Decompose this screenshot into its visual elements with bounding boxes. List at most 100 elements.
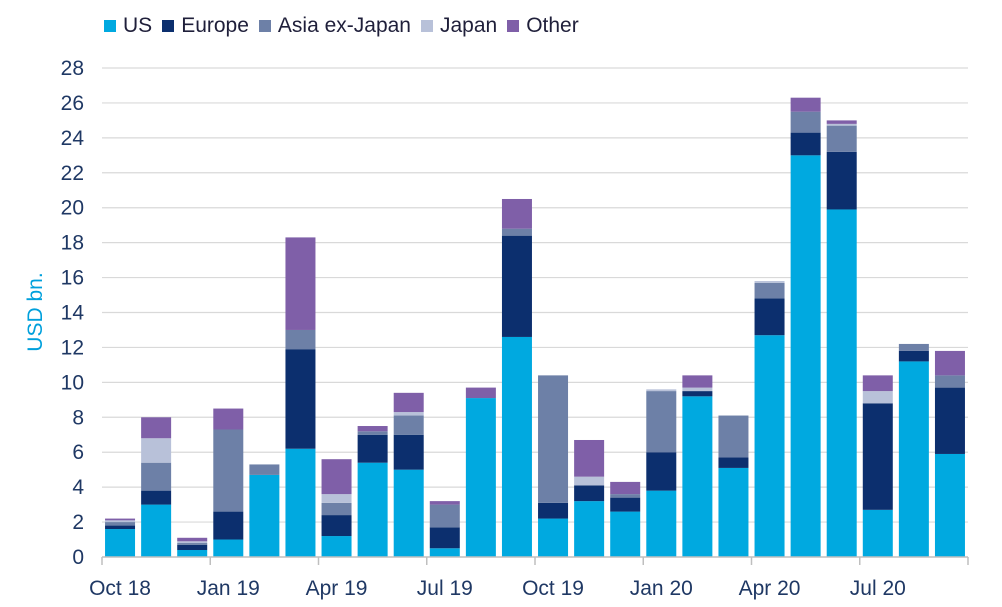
- bar-other-8: [393, 392, 424, 413]
- bar-asia-ex-japan-23: [934, 375, 965, 388]
- bar-japan-15: [646, 389, 677, 392]
- bar-other-2: [177, 537, 208, 542]
- bar-asia-ex-japan-11: [501, 228, 532, 236]
- bar-europe-22: [898, 350, 929, 362]
- legend-item-us: US: [104, 14, 152, 38]
- bar-us-15: [646, 490, 677, 557]
- legend-item-europe: Europe: [162, 14, 249, 38]
- bar-europe-3: [213, 511, 244, 540]
- y-tick-label-2: 2: [72, 511, 84, 534]
- y-tick-label-20: 20: [61, 197, 84, 220]
- bar-asia-ex-japan-7: [357, 431, 388, 435]
- x-tick-label-apr-19: Apr 19: [306, 577, 368, 600]
- y-tick-label-22: 22: [61, 162, 84, 185]
- bar-other-3: [213, 408, 244, 430]
- bar-asia-ex-japan-9: [429, 504, 460, 528]
- legend-item-asia-ex-japan: Asia ex-Japan: [258, 14, 411, 38]
- bar-asia-ex-japan-14: [610, 494, 641, 498]
- bar-us-3: [213, 539, 244, 557]
- bar-europe-11: [501, 235, 532, 337]
- bar-europe-8: [393, 434, 424, 470]
- bar-us-8: [393, 469, 424, 557]
- bar-other-9: [429, 501, 460, 505]
- bar-us-18: [754, 335, 785, 557]
- bar-europe-15: [646, 452, 677, 491]
- bar-other-11: [501, 198, 532, 229]
- x-tick-label-jul-19: Jul 19: [417, 577, 473, 600]
- bar-asia-ex-japan-22: [898, 343, 929, 351]
- bar-other-6: [321, 459, 352, 495]
- bar-other-14: [610, 481, 641, 495]
- bar-japan-18: [754, 281, 785, 283]
- x-tick-label-jul-20: Jul 20: [850, 577, 906, 600]
- bar-us-11: [501, 336, 532, 557]
- bar-us-12: [538, 518, 569, 557]
- bar-asia-ex-japan-20: [826, 125, 857, 152]
- bar-us-6: [321, 536, 352, 557]
- y-tick-label-16: 16: [61, 267, 84, 290]
- bar-us-7: [357, 462, 388, 557]
- bar-other-1: [141, 417, 172, 439]
- bar-us-10: [465, 398, 496, 557]
- x-tick-label-jan-20: Jan 20: [630, 577, 693, 600]
- bar-us-0: [105, 529, 136, 557]
- bar-us-5: [285, 448, 316, 557]
- legend-item-other: Other: [507, 14, 579, 38]
- legend-label-japan: Japan: [439, 14, 498, 37]
- x-tick-label-oct-19: Oct 19: [522, 577, 584, 600]
- bar-other-0: [105, 518, 136, 521]
- bar-japan-1: [141, 438, 172, 463]
- bar-europe-23: [934, 387, 965, 454]
- bar-us-14: [610, 511, 641, 557]
- bar-other-23: [934, 350, 965, 376]
- bar-asia-ex-japan-18: [754, 282, 785, 299]
- bar-asia-ex-japan-5: [285, 329, 316, 350]
- bar-europe-12: [538, 502, 569, 519]
- bar-us-17: [718, 467, 749, 557]
- bar-us-21: [862, 509, 893, 557]
- bar-other-7: [357, 426, 388, 432]
- bar-europe-17: [718, 457, 749, 468]
- bar-us-1: [141, 504, 172, 557]
- legend-swatch-europe: [162, 20, 175, 32]
- bar-europe-7: [357, 434, 388, 463]
- bar-other-20: [826, 120, 857, 124]
- legend-label-asia-ex-japan: Asia ex-Japan: [277, 14, 411, 37]
- bar-europe-9: [429, 527, 460, 549]
- bar-asia-ex-japan-12: [538, 375, 569, 503]
- legend-swatch-asia-ex-japan: [258, 20, 271, 32]
- legend-swatch-japan: [420, 20, 433, 32]
- y-tick-label-18: 18: [61, 232, 84, 255]
- bar-other-19: [790, 97, 821, 112]
- y-tick-label-8: 8: [72, 406, 84, 429]
- legend-swatch-other: [507, 20, 520, 32]
- bar-japan-13: [574, 476, 605, 486]
- bar-japan-21: [862, 391, 893, 404]
- x-tick-label-jan-19: Jan 19: [197, 577, 260, 600]
- bar-europe-14: [610, 497, 641, 512]
- legend-label-us: US: [123, 14, 153, 37]
- y-tick-label-24: 24: [61, 127, 85, 150]
- bar-asia-ex-japan-8: [393, 415, 424, 435]
- bar-asia-ex-japan-17: [718, 415, 749, 458]
- bar-other-13: [574, 439, 605, 477]
- bar-japan-0: [105, 520, 136, 523]
- bar-asia-ex-japan-15: [646, 391, 677, 453]
- y-tick-label-0: 0: [72, 546, 84, 569]
- bar-asia-ex-japan-6: [321, 502, 352, 516]
- bar-other-10: [465, 387, 496, 399]
- bar-europe-0: [105, 525, 136, 530]
- bar-us-22: [898, 361, 929, 557]
- y-tick-label-4: 4: [72, 476, 84, 499]
- bar-other-5: [285, 237, 316, 330]
- bar-europe-5: [285, 349, 316, 449]
- bar-japan-2: [177, 541, 208, 544]
- bar-us-13: [574, 501, 605, 557]
- bar-europe-20: [826, 151, 857, 210]
- y-tick-label-6: 6: [72, 441, 84, 464]
- bar-us-9: [429, 548, 460, 557]
- bar-us-2: [177, 550, 208, 557]
- bar-asia-ex-japan-3: [213, 429, 244, 512]
- x-tick-label-oct-18: Oct 18: [89, 577, 151, 600]
- chart-legend: US Europe Asia ex-Japan Japan Other: [104, 14, 589, 38]
